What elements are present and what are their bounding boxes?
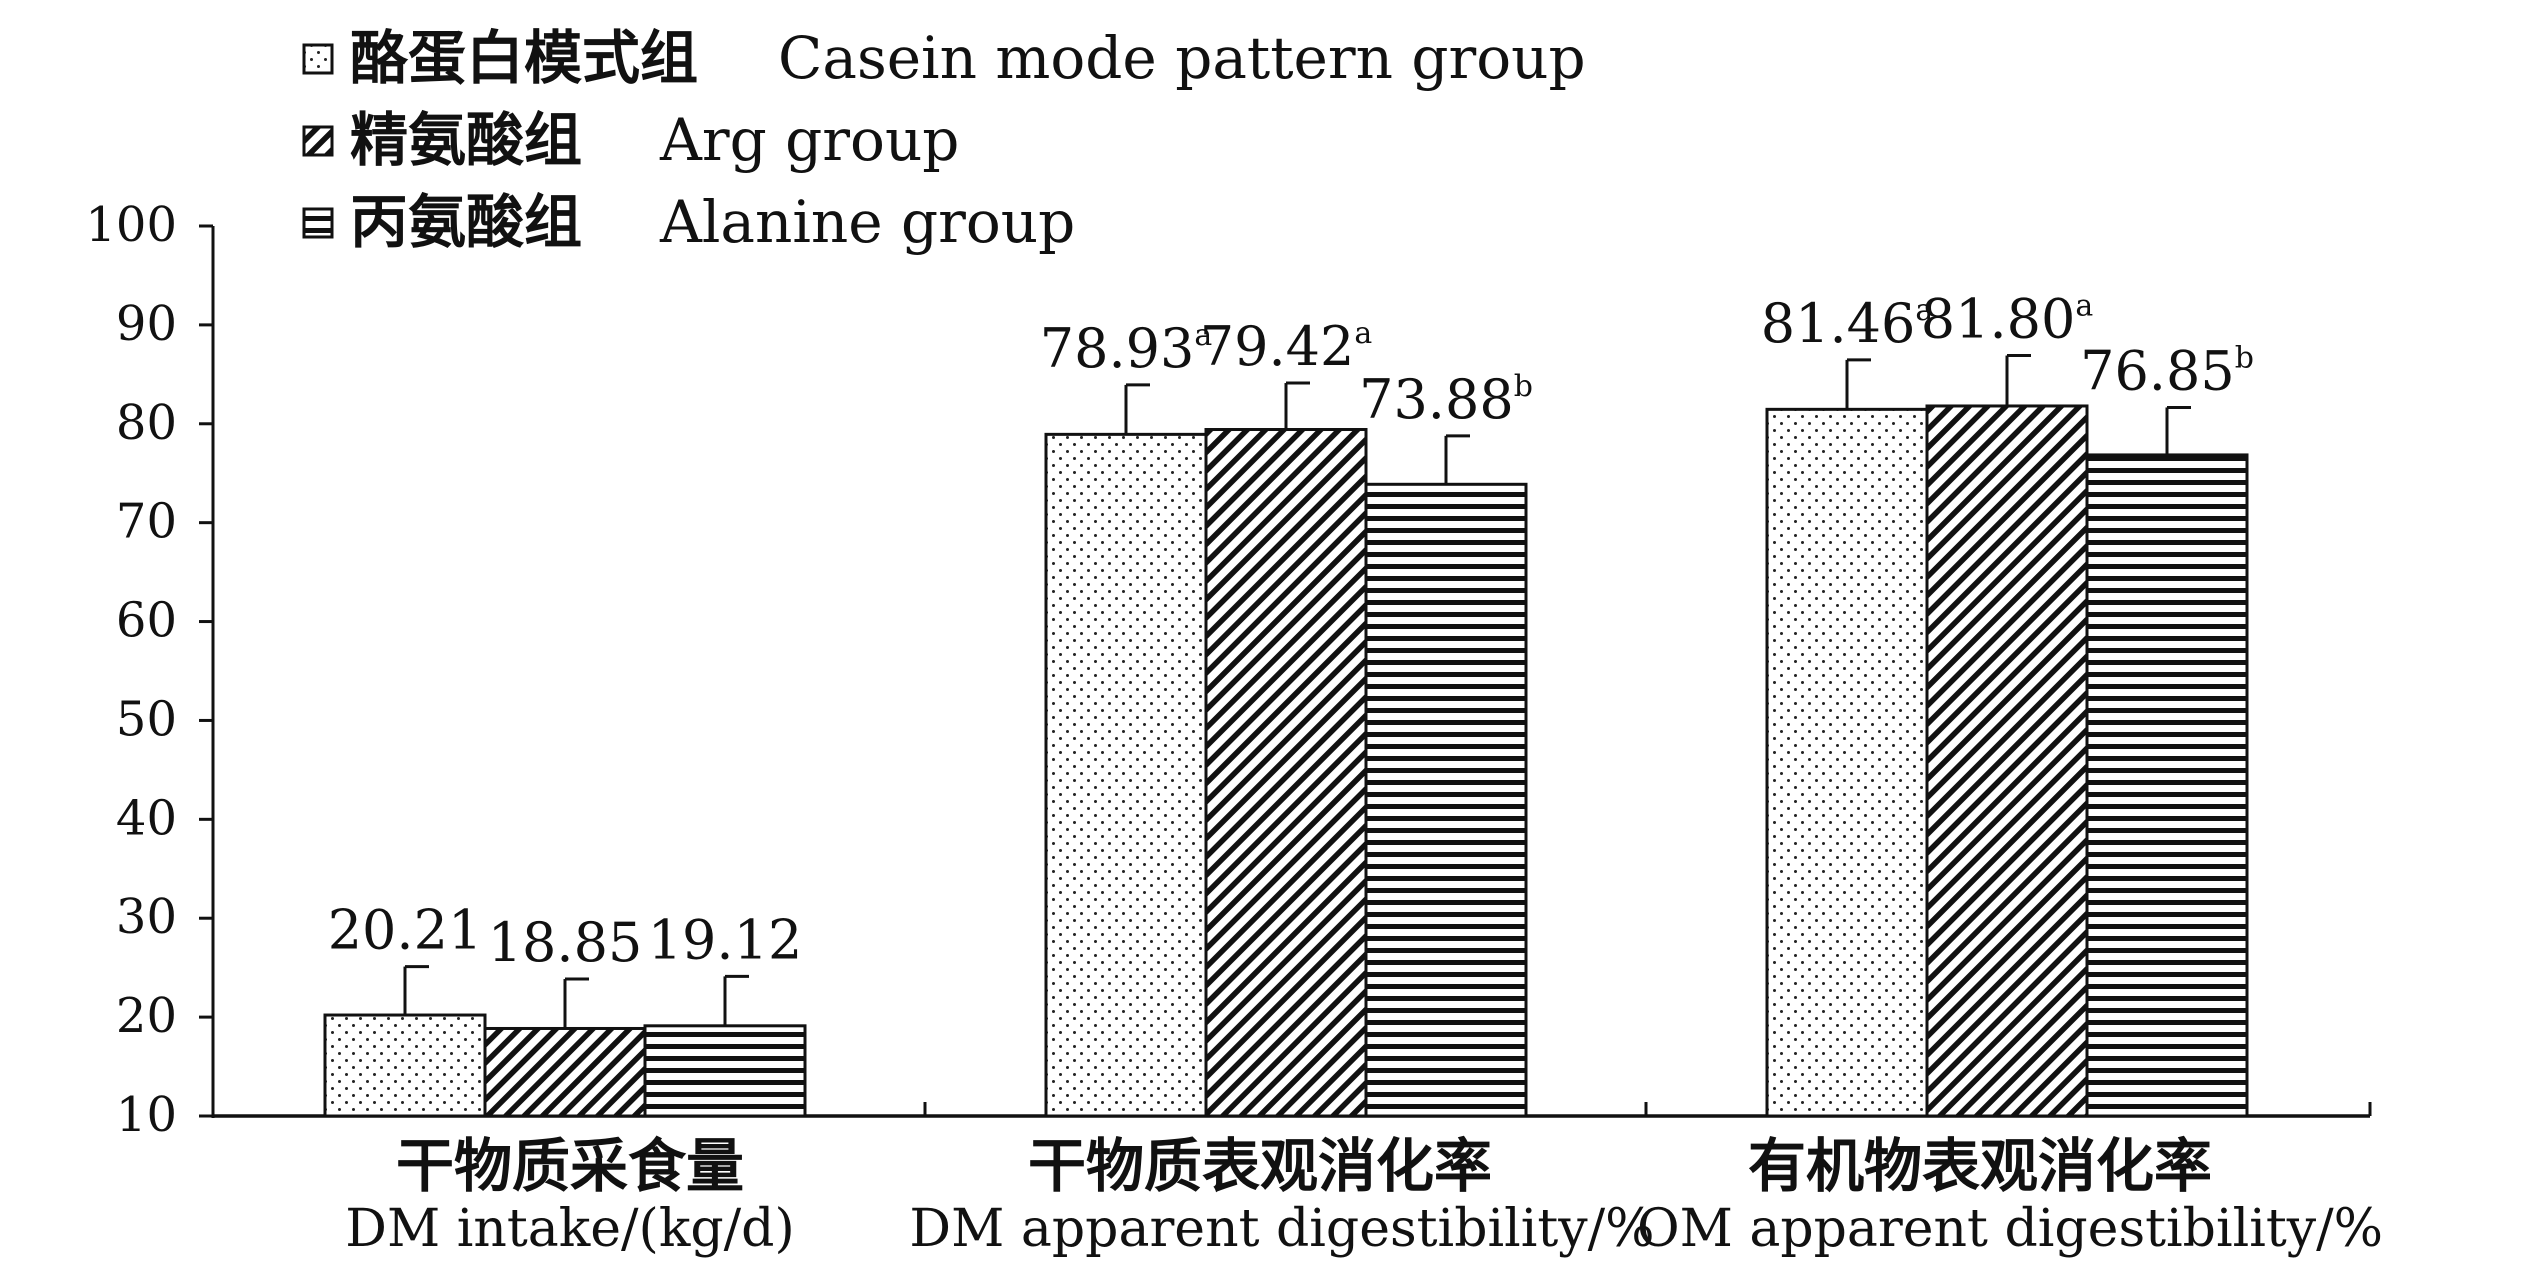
category-label-cn: 干物质表观消化率 [1028,1132,1492,1200]
axes: 10 20 30 40 50 60 70 80 90 100 [85,197,2372,1143]
data-label: 79.42a [1200,315,1373,378]
y-tick-label: 90 [116,296,177,352]
y-tick-label: 80 [116,395,177,451]
bar [643,1024,807,1118]
bar [1204,428,1368,1118]
bar [483,1026,647,1118]
legend-swatch [302,43,334,75]
legend-label-cn: 丙氨酸组 [350,188,582,256]
bar [2085,453,2249,1118]
y-tick-label: 40 [116,790,177,846]
legend-label-en: Alanine group [659,188,1075,256]
data-label: 73.88b [1359,368,1533,431]
category-label-en: OM apparent digestibility/% [1637,1199,2383,1259]
legend-label-cn: 精氨酸组 [350,106,582,174]
category-label-cn: 干物质采食量 [396,1132,744,1200]
y-tick-label: 20 [116,988,177,1044]
category-label-en: DM apparent digestibility/% [909,1199,1654,1259]
legend: 酪蛋白模式组 Casein mode pattern group 精氨酸组 Arg g… [302,24,1586,256]
data-label: 76.85b [2080,339,2254,402]
data-label: 81.46a [1761,292,1934,355]
data-label: 78.93a [1040,317,1213,380]
legend-swatch [302,207,334,239]
bar [1044,432,1208,1118]
data-label: 81.80a [1921,288,2094,351]
bar [1364,482,1528,1118]
y-tick-label: 100 [85,197,177,253]
category-label-en: DM intake/(kg/d) [345,1199,794,1259]
bar [323,1013,487,1118]
legend-label-cn: 酪蛋白模式组 [350,24,698,92]
y-tick-label: 30 [116,889,177,945]
bar [1765,407,1929,1118]
y-tick-label: 10 [116,1087,177,1143]
category-label-cn: 有机物表观消化率 [1748,1132,2212,1200]
data-label: 20.21 [328,899,483,962]
y-tick-label: 50 [116,691,177,747]
y-tick-label: 60 [116,593,177,649]
bar [1925,404,2089,1118]
data-label: 19.12 [648,908,803,971]
legend-swatch [302,125,334,157]
y-tick-label: 70 [116,494,177,550]
legend-label-en: Casein mode pattern group [778,24,1586,92]
legend-label-en: Arg group [659,106,959,174]
data-label: 18.85 [488,911,643,974]
